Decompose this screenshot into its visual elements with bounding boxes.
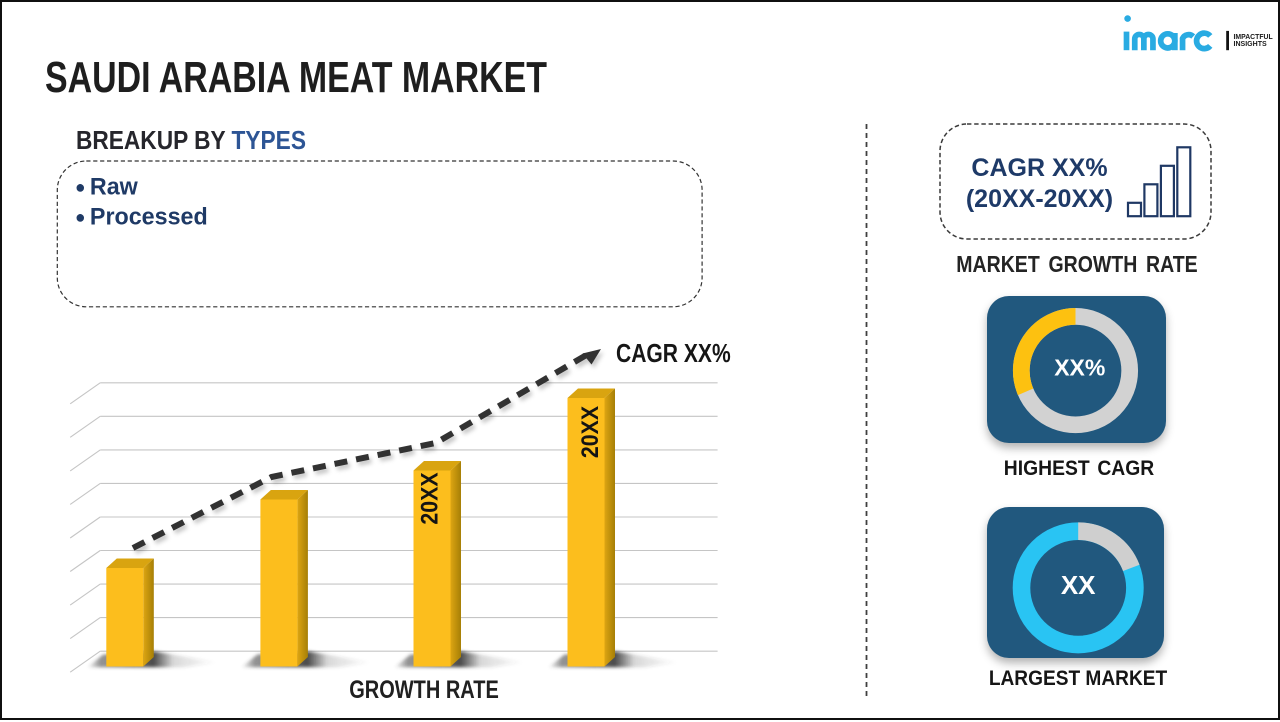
svg-text:XX%: XX%: [1054, 354, 1105, 380]
svg-text:IMPACTFUL: IMPACTFUL: [1234, 34, 1274, 41]
svg-text:XX: XX: [1061, 570, 1096, 600]
svg-text:20XX: 20XX: [576, 406, 603, 458]
svg-text:20XX: 20XX: [415, 472, 442, 524]
svg-text:INSIGHTS: INSIGHTS: [1234, 41, 1268, 48]
